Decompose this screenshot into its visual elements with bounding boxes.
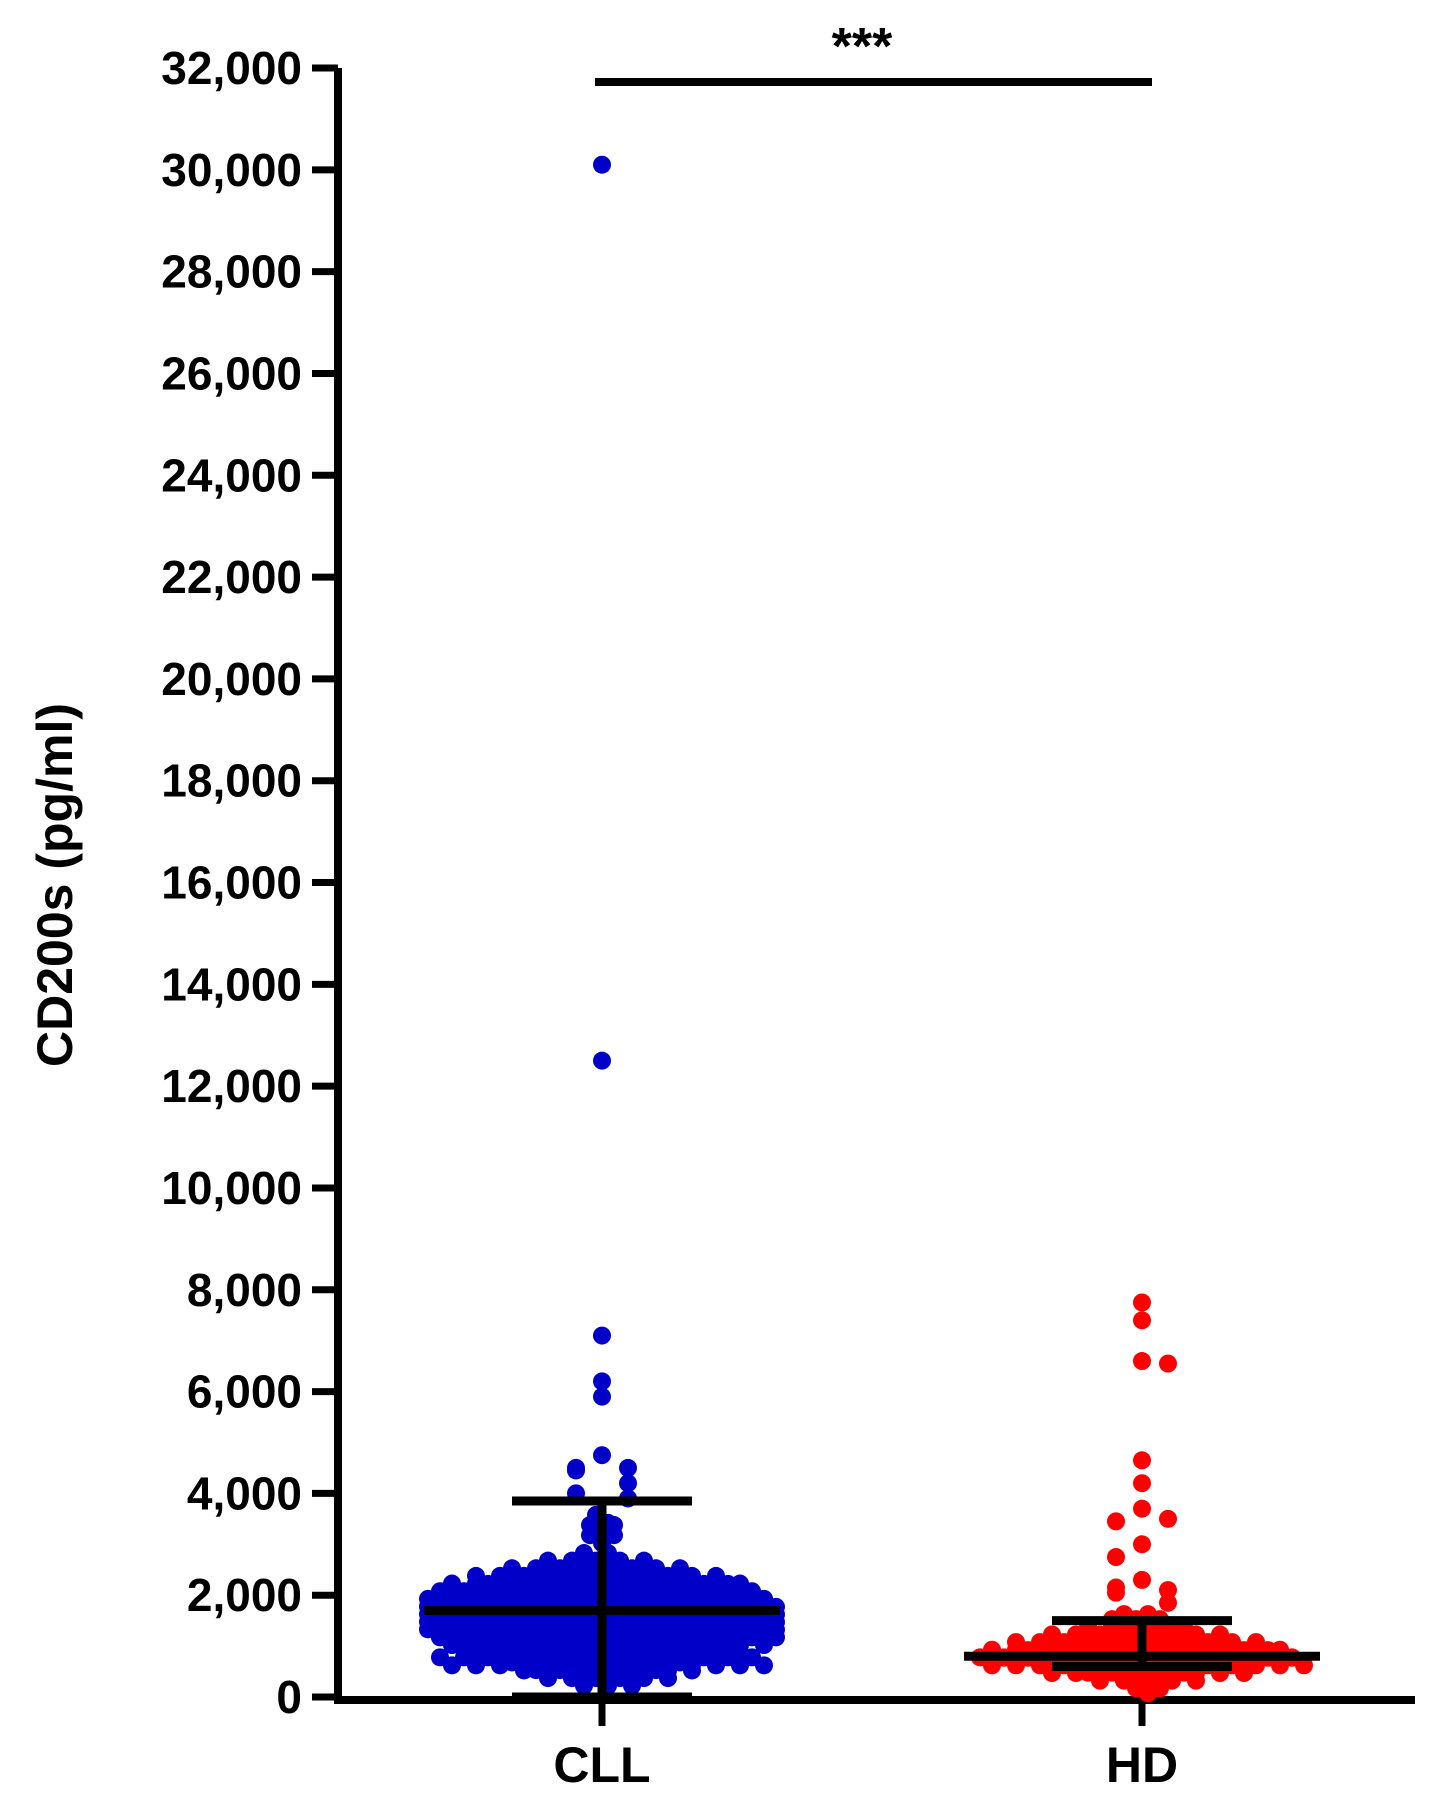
data-point bbox=[619, 1474, 637, 1493]
data-point bbox=[593, 1051, 611, 1070]
data-point bbox=[605, 1526, 623, 1545]
y-tick-label: 30,000 bbox=[161, 144, 302, 196]
data-points bbox=[419, 155, 1313, 1703]
data-point bbox=[1133, 1535, 1151, 1554]
y-tick-label: 26,000 bbox=[161, 347, 302, 399]
summary-bars bbox=[424, 1496, 1320, 1702]
y-tick-label: 0 bbox=[276, 1671, 302, 1723]
data-point bbox=[1139, 1684, 1157, 1703]
y-tick-label: 22,000 bbox=[161, 551, 302, 603]
significance-annotation: *** bbox=[595, 18, 1152, 86]
data-point bbox=[1159, 1593, 1177, 1612]
data-point bbox=[1107, 1512, 1125, 1531]
data-point bbox=[1295, 1656, 1313, 1675]
data-point bbox=[1133, 1352, 1151, 1371]
data-point bbox=[1133, 1570, 1151, 1589]
data-point bbox=[593, 1326, 611, 1345]
data-point bbox=[1235, 1664, 1253, 1683]
data-point bbox=[1187, 1671, 1205, 1690]
y-tick-label: 10,000 bbox=[161, 1162, 302, 1214]
data-point bbox=[1159, 1354, 1177, 1373]
y-tick-label: 2,000 bbox=[187, 1569, 302, 1621]
data-point bbox=[593, 1387, 611, 1406]
data-point bbox=[593, 1372, 611, 1391]
data-point bbox=[1159, 1581, 1177, 1600]
data-point bbox=[755, 1656, 773, 1675]
significance-label: *** bbox=[832, 18, 893, 76]
data-point bbox=[593, 155, 611, 174]
data-point bbox=[1133, 1311, 1151, 1330]
y-tick-label: 8,000 bbox=[187, 1264, 302, 1316]
data-point bbox=[1159, 1509, 1177, 1528]
y-tick-label: 24,000 bbox=[161, 449, 302, 501]
y-tick-label: 20,000 bbox=[161, 653, 302, 705]
y-axis-ticks: 0 2,000 4,000 6,000 8,000 10,000 12,000 14,000 1… bbox=[161, 42, 338, 1723]
y-axis-title: CD200s (pg/ml) bbox=[27, 703, 83, 1067]
data-point bbox=[1133, 1293, 1151, 1312]
data-point bbox=[1107, 1583, 1125, 1602]
data-point bbox=[659, 1669, 677, 1688]
x-axis-ticks: CLL HD bbox=[553, 1700, 1178, 1793]
data-point bbox=[683, 1661, 701, 1680]
data-point bbox=[1133, 1499, 1151, 1518]
data-point bbox=[755, 1636, 773, 1655]
y-tick-label: 28,000 bbox=[161, 246, 302, 298]
data-point bbox=[1133, 1474, 1151, 1493]
data-point bbox=[567, 1461, 585, 1480]
y-tick-label: 16,000 bbox=[161, 857, 302, 909]
x-category-label: HD bbox=[1106, 1737, 1178, 1793]
y-tick-label: 14,000 bbox=[161, 958, 302, 1010]
y-tick-label: 12,000 bbox=[161, 1060, 302, 1112]
x-category-label: CLL bbox=[553, 1737, 650, 1793]
y-tick-label: 18,000 bbox=[161, 755, 302, 807]
data-point bbox=[1107, 1548, 1125, 1567]
y-tick-label: 32,000 bbox=[161, 42, 302, 94]
y-tick-label: 4,000 bbox=[187, 1467, 302, 1519]
data-point bbox=[593, 1446, 611, 1465]
data-point bbox=[619, 1458, 637, 1477]
data-point bbox=[1133, 1451, 1151, 1470]
y-tick-label: 6,000 bbox=[187, 1366, 302, 1418]
data-point bbox=[623, 1676, 641, 1695]
